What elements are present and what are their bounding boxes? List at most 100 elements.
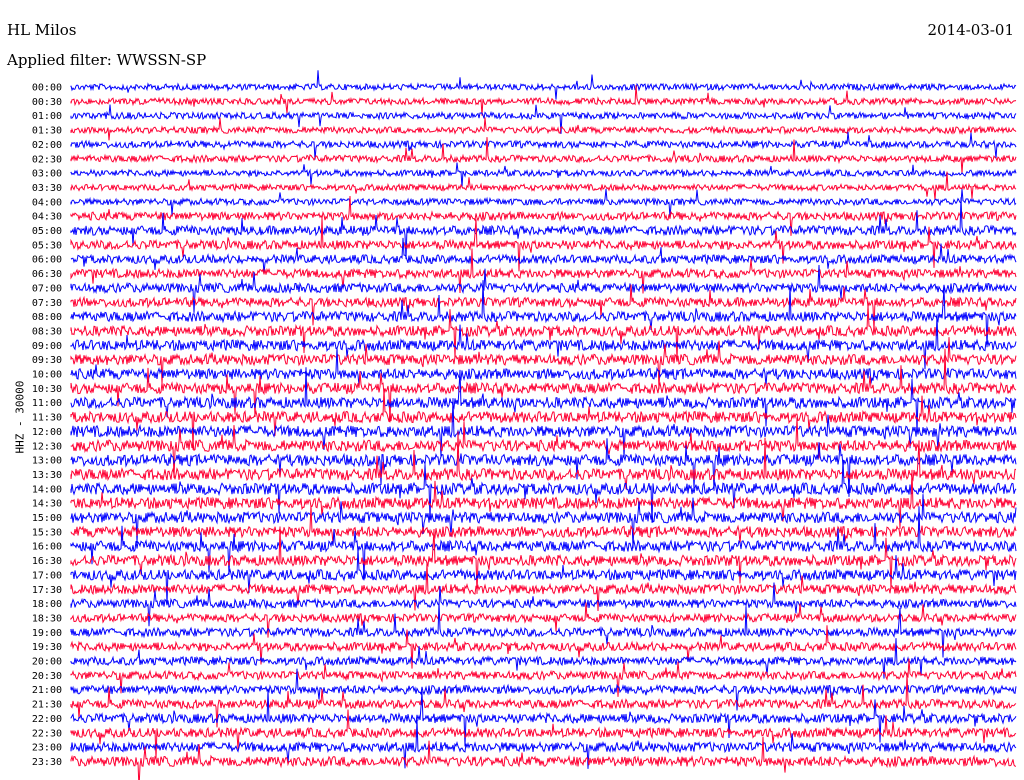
trace-line bbox=[70, 709, 1017, 760]
trace-line bbox=[70, 280, 1017, 348]
row-time-label: 05:30 bbox=[32, 240, 62, 251]
row-time-label: 14:00 bbox=[32, 484, 62, 495]
trace-line bbox=[70, 314, 1017, 370]
row-time-label: 20:00 bbox=[32, 657, 62, 668]
trace-line bbox=[70, 217, 1017, 272]
row-time-label: 18:30 bbox=[32, 613, 62, 624]
row-time-label: 13:00 bbox=[32, 456, 62, 467]
trace-line bbox=[70, 548, 1017, 606]
trace-line bbox=[70, 431, 1016, 490]
trace-line bbox=[70, 195, 1017, 236]
row-time-label: 03:30 bbox=[32, 183, 62, 194]
row-time-label: 20:30 bbox=[32, 671, 62, 682]
trace-line bbox=[70, 602, 1017, 638]
trace-line bbox=[70, 237, 1017, 274]
row-time-label: 17:30 bbox=[32, 585, 62, 596]
trace-line bbox=[70, 117, 1017, 141]
trace-line bbox=[70, 188, 1017, 218]
trace-line bbox=[70, 638, 1017, 679]
row-time-label: 17:00 bbox=[32, 570, 62, 581]
row-time-label: 00:30 bbox=[32, 97, 62, 108]
trace-line bbox=[70, 438, 1017, 497]
row-time-label: 11:00 bbox=[32, 398, 62, 409]
row-time-label: 07:00 bbox=[32, 283, 62, 294]
trace-line bbox=[70, 582, 1017, 627]
row-time-label: 01:30 bbox=[32, 126, 62, 137]
row-time-label: 04:30 bbox=[32, 212, 62, 223]
trace-line bbox=[70, 171, 1017, 200]
station-title: HL Milos bbox=[7, 21, 77, 39]
row-time-label: 09:30 bbox=[32, 355, 62, 366]
row-time-label: 06:30 bbox=[32, 269, 62, 280]
trace-line bbox=[70, 719, 1017, 769]
trace-line bbox=[70, 388, 1017, 450]
row-time-label: 13:30 bbox=[32, 470, 62, 481]
row-time-label: 10:30 bbox=[32, 384, 62, 395]
row-time-label: 21:30 bbox=[32, 700, 62, 711]
row-time-label: 18:00 bbox=[32, 599, 62, 610]
trace-line bbox=[70, 625, 1017, 669]
trace-line bbox=[70, 668, 1017, 711]
trace-line bbox=[70, 162, 1017, 188]
row-time-label: 19:30 bbox=[32, 642, 62, 653]
row-time-label: 02:30 bbox=[32, 154, 62, 165]
trace-line bbox=[70, 131, 1017, 160]
row-time-label: 04:00 bbox=[32, 197, 62, 208]
trace-line bbox=[70, 398, 1017, 458]
trace-line bbox=[70, 672, 1017, 728]
row-time-label: 12:30 bbox=[32, 441, 62, 452]
trace-line bbox=[70, 137, 1017, 174]
row-time-label: 15:30 bbox=[32, 527, 62, 538]
row-time-label: 19:00 bbox=[32, 628, 62, 639]
row-time-label: 09:00 bbox=[32, 341, 62, 352]
row-time-label: 01:00 bbox=[32, 111, 62, 122]
row-time-label: 02:00 bbox=[32, 140, 62, 151]
trace-line bbox=[70, 348, 1017, 423]
trace-line bbox=[70, 70, 1017, 100]
trace-line bbox=[70, 367, 1017, 433]
row-time-label: 08:30 bbox=[32, 326, 62, 337]
trace-line bbox=[70, 248, 1017, 294]
row-time-label: 15:00 bbox=[32, 513, 62, 524]
trace-line bbox=[70, 494, 1017, 549]
trace-line bbox=[70, 417, 1017, 478]
trace-line bbox=[70, 347, 1017, 386]
trace-line bbox=[70, 304, 1017, 362]
trace-line bbox=[70, 658, 1017, 697]
trace-line bbox=[70, 506, 1017, 581]
trace-line bbox=[70, 505, 1017, 544]
trace-line bbox=[70, 689, 1017, 747]
row-time-label: 11:30 bbox=[32, 413, 62, 424]
row-time-label: 22:00 bbox=[32, 714, 62, 725]
trace-line bbox=[70, 197, 1017, 260]
row-time-label: 21:00 bbox=[32, 685, 62, 696]
trace-line bbox=[70, 736, 1017, 780]
row-time-label: 16:30 bbox=[32, 556, 62, 567]
trace-line bbox=[70, 85, 1017, 116]
row-time-label: 00:00 bbox=[32, 83, 62, 94]
row-time-label: 22:30 bbox=[32, 728, 62, 739]
row-time-label: 08:00 bbox=[32, 312, 62, 323]
trace-line bbox=[70, 337, 1017, 390]
row-time-label: 10:00 bbox=[32, 370, 62, 381]
row-time-label: 14:30 bbox=[32, 499, 62, 510]
trace-line bbox=[70, 602, 1017, 658]
trace-line bbox=[70, 459, 1017, 523]
trace-line bbox=[70, 561, 1017, 612]
trace-line bbox=[70, 264, 1017, 313]
row-time-label: 05:00 bbox=[32, 226, 62, 237]
row-time-label: 06:00 bbox=[32, 255, 62, 266]
trace-line bbox=[70, 469, 1017, 529]
trace-line bbox=[70, 526, 1017, 594]
row-time-label: 23:00 bbox=[32, 743, 62, 754]
trace-line bbox=[70, 284, 1017, 331]
row-time-label: 16:00 bbox=[32, 542, 62, 553]
date-label: 2014-03-01 bbox=[927, 21, 1014, 39]
row-time-label: 12:00 bbox=[32, 427, 62, 438]
row-time-label: 23:30 bbox=[32, 757, 62, 768]
row-time-label: 07:30 bbox=[32, 298, 62, 309]
trace-line bbox=[70, 104, 1017, 134]
filter-label: Applied filter: WWSSN-SP bbox=[7, 51, 207, 69]
